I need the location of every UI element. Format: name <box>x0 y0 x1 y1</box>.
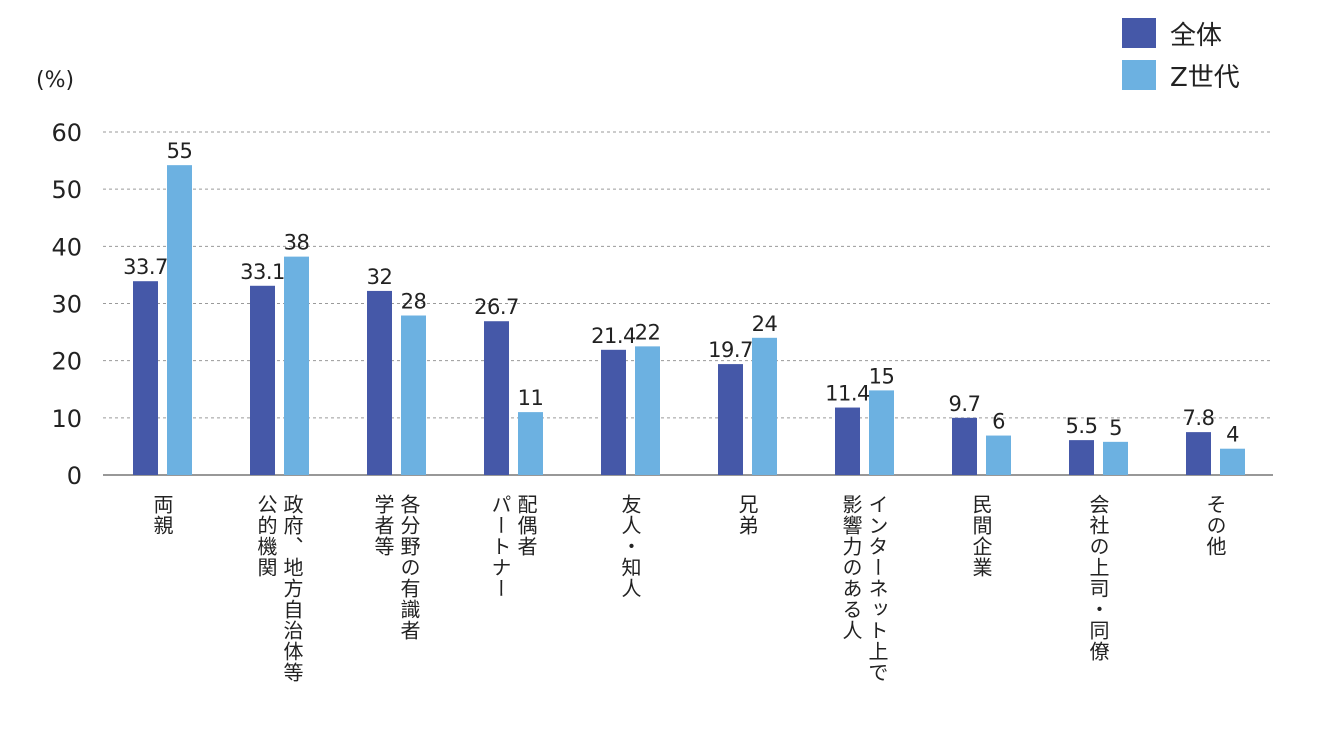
bar-genz <box>752 337 777 475</box>
bar-all <box>250 285 275 475</box>
data-label: 15 <box>869 364 895 388</box>
x-tick-label: 両親 <box>150 494 174 536</box>
data-label: 7.8 <box>1183 406 1215 430</box>
x-tick-label: 民間企業 <box>969 494 993 578</box>
legend-label-all: 全体 <box>1170 20 1223 51</box>
bar-genz <box>284 256 309 475</box>
bar-all <box>601 349 626 475</box>
bar-genz <box>518 412 543 475</box>
y-tick-label: 20 <box>51 348 82 376</box>
bar-genz <box>1103 441 1128 475</box>
x-tick-label: 政府、地方自治体等 公的機関 <box>254 494 304 683</box>
x-tick-label: 兄弟 <box>735 494 759 536</box>
legend-label-genz: Z世代 <box>1170 62 1240 93</box>
bar-genz <box>986 435 1011 475</box>
y-tick-label: 0 <box>67 462 82 490</box>
data-label: 21.4 <box>591 324 636 348</box>
data-label: 9.7 <box>949 392 981 416</box>
y-tick-label: 60 <box>51 119 82 147</box>
data-label: 24 <box>752 312 778 336</box>
y-axis-unit-label: (%) <box>36 68 75 93</box>
bar-genz <box>635 346 660 475</box>
bar-genz <box>869 390 894 475</box>
bar-all <box>1069 440 1094 475</box>
data-label: 22 <box>635 320 661 344</box>
bar-all <box>835 407 860 475</box>
x-tick-label: その他 <box>1203 494 1227 557</box>
x-tick-label: インターネット上で 影響力のある人 <box>839 494 889 683</box>
bar-genz <box>401 315 426 475</box>
data-label: 6 <box>992 410 1005 434</box>
bar-all <box>952 417 977 475</box>
legend-swatch-genz <box>1122 60 1156 90</box>
legend: 全体 Z世代 <box>1122 18 1240 102</box>
y-tick-label: 40 <box>51 233 82 261</box>
bar-all <box>1186 432 1211 475</box>
bar-all <box>718 364 743 475</box>
bar-genz <box>1220 448 1245 475</box>
data-label: 38 <box>284 231 310 255</box>
data-label: 33.7 <box>123 255 168 279</box>
x-tick-label: 配偶者 パートナー <box>488 494 538 599</box>
bar-genz <box>167 165 192 475</box>
data-label: 5 <box>1109 416 1122 440</box>
data-label: 11 <box>518 386 544 410</box>
y-tick-label: 10 <box>51 405 82 433</box>
data-label: 11.4 <box>825 382 870 406</box>
bar-all <box>484 321 509 475</box>
data-label: 32 <box>367 265 393 289</box>
legend-item-genz: Z世代 <box>1122 60 1240 93</box>
y-tick-label: 50 <box>51 176 82 204</box>
data-label: 26.7 <box>474 295 519 319</box>
data-label: 55 <box>167 139 193 163</box>
data-label: 28 <box>401 290 427 314</box>
data-label: 19.7 <box>708 338 753 362</box>
legend-item-all: 全体 <box>1122 18 1240 51</box>
y-tick-label: 30 <box>51 291 82 319</box>
x-tick-label: 友人・知人 <box>618 494 642 599</box>
data-label: 5.5 <box>1066 414 1098 438</box>
x-tick-label: 会社の上司・同僚 <box>1086 494 1110 662</box>
data-label: 33.1 <box>240 260 285 284</box>
data-label: 4 <box>1226 423 1239 447</box>
bar-all <box>133 281 158 475</box>
legend-swatch-all <box>1122 18 1156 48</box>
bar-all <box>367 290 392 475</box>
x-tick-label: 各分野の有識者 学者等 <box>371 494 421 641</box>
